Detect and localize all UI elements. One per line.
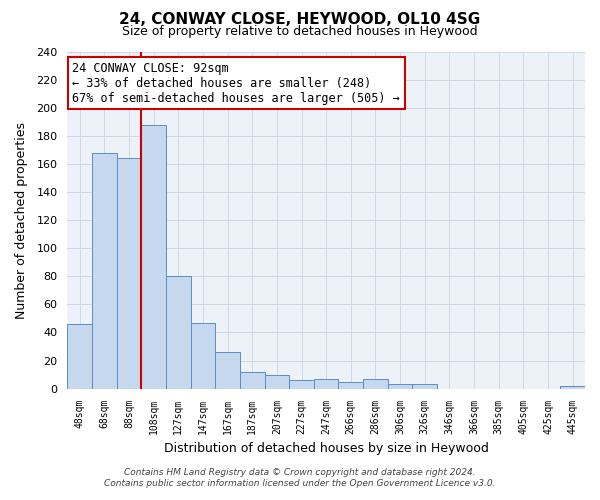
Bar	[289, 380, 314, 388]
Text: Contains HM Land Registry data © Crown copyright and database right 2024.
Contai: Contains HM Land Registry data © Crown c…	[104, 468, 496, 487]
Bar	[166, 276, 191, 388]
Bar	[338, 382, 363, 388]
Text: 24, CONWAY CLOSE, HEYWOOD, OL10 4SG: 24, CONWAY CLOSE, HEYWOOD, OL10 4SG	[119, 12, 481, 28]
Bar	[116, 158, 141, 388]
X-axis label: Distribution of detached houses by size in Heywood: Distribution of detached houses by size …	[164, 442, 488, 455]
Bar	[363, 379, 388, 388]
Bar	[92, 152, 116, 388]
Y-axis label: Number of detached properties: Number of detached properties	[15, 122, 28, 318]
Bar	[388, 384, 412, 388]
Bar	[265, 374, 289, 388]
Text: Size of property relative to detached houses in Heywood: Size of property relative to detached ho…	[122, 25, 478, 38]
Bar	[240, 372, 265, 388]
Bar	[191, 322, 215, 388]
Bar	[412, 384, 437, 388]
Bar	[141, 124, 166, 388]
Bar	[314, 379, 338, 388]
Bar	[67, 324, 92, 388]
Bar	[215, 352, 240, 389]
Bar	[560, 386, 585, 388]
Text: 24 CONWAY CLOSE: 92sqm
← 33% of detached houses are smaller (248)
67% of semi-de: 24 CONWAY CLOSE: 92sqm ← 33% of detached…	[73, 62, 400, 104]
